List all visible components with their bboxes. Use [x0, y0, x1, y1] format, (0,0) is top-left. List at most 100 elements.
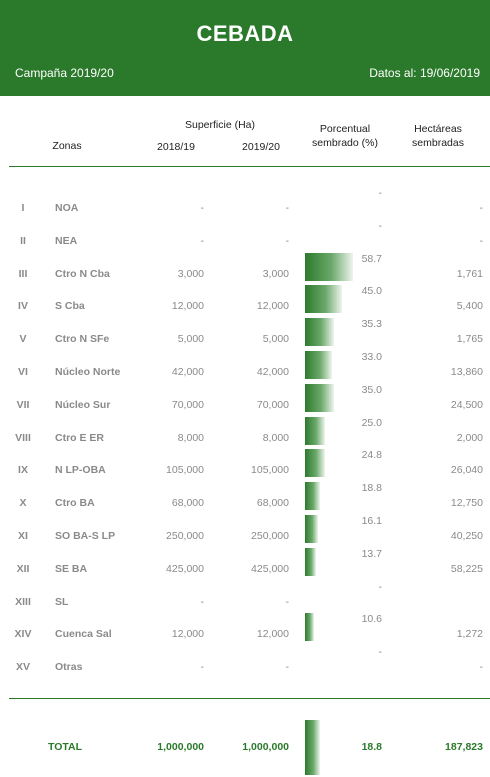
surface-2019-20: 70,000 [256, 398, 289, 411]
zone-name: Ctro N SFe [55, 333, 110, 346]
table-row: XIV Cuenca Sal 12,000 12,000 10.6 1,272 [0, 613, 490, 652]
column-header-porcentual: Porcentual [319, 123, 371, 135]
hectares-sown: 1,761 [456, 267, 483, 280]
percent-bar [305, 383, 334, 412]
table-row: XV Otras - - - - [0, 646, 490, 685]
column-header-2018-19: 2018/19 [157, 141, 195, 153]
zone-number: I [21, 202, 25, 214]
zone-number: XI [18, 530, 28, 542]
column-header-zonas: Zonas [52, 140, 82, 152]
percent-bar [305, 285, 342, 314]
percent-bar [305, 351, 332, 379]
zone-name: Núcleo Norte [55, 366, 121, 378]
table-row: VII Núcleo Sur 70,000 70,000 35.0 24,500 [0, 383, 490, 423]
column-header-sembradas: sembradas [412, 137, 464, 149]
table-row: III Ctro N Cba 3,000 3,000 58.7 1,761 [0, 252, 490, 292]
data-date-label: Datos al: 19/06/2019 [369, 66, 480, 80]
percent-sown: - [378, 187, 383, 199]
table-row: VI Núcleo Norte 42,000 42,000 33.0 13,860 [0, 351, 490, 390]
hectares-sown: 26,040 [450, 464, 483, 477]
hectares-sown: 12,750 [450, 497, 483, 510]
surface-2018-19: - [200, 234, 205, 247]
percent-bar [305, 515, 319, 543]
zone-name: SO BA-S LP [55, 530, 116, 542]
hectares-sown: 1,765 [456, 333, 483, 346]
column-header-superficie: Superficie (Ha) [184, 119, 256, 131]
percent-sown: 16.1 [361, 515, 382, 527]
surface-2018-19: 12,000 [171, 300, 204, 313]
total-percent: 18.8 [361, 741, 382, 753]
zone-number: VII [16, 398, 30, 411]
table-row: V Ctro N SFe 5,000 5,000 35.3 1,765 [0, 318, 490, 357]
header-banner: CEBADA Campaña 2019/20 Datos al: 19/06/2… [0, 0, 490, 96]
surface-2019-20: 5,000 [262, 333, 289, 346]
column-header-2019-20: 2019/20 [242, 141, 280, 153]
percent-bar [305, 252, 353, 281]
header-divider [9, 166, 490, 167]
surface-2018-19: 250,000 [166, 530, 204, 542]
surface-2019-20: 42,000 [256, 366, 289, 378]
zone-number: XII [16, 562, 30, 575]
zone-name: Ctro E ER [55, 431, 105, 444]
zone-name: N LP-OBA [55, 464, 106, 477]
surface-2019-20: - [285, 595, 290, 608]
percent-bar [305, 547, 317, 576]
zone-name: S Cba [55, 300, 85, 313]
zone-name: Otras [55, 661, 83, 674]
percent-bar [305, 482, 321, 511]
surface-2018-19: 8,000 [177, 431, 204, 444]
hectares-sown: - [479, 661, 484, 674]
surface-2018-19: 68,000 [171, 497, 204, 510]
hectares-sown: - [479, 202, 484, 214]
zone-name: Ctro BA [55, 497, 95, 510]
percent-sown: 25.0 [361, 416, 382, 429]
hectares-sown: 5,400 [456, 300, 483, 313]
zone-number: XIII [15, 595, 31, 608]
percent-bar [305, 613, 314, 642]
hectares-sown: 13,860 [450, 366, 483, 378]
hectares-sown: 24,500 [450, 398, 483, 411]
table-row: IX N LP-OBA 105,000 105,000 24.8 26,040 [0, 449, 490, 488]
percent-sown: 45.0 [361, 285, 382, 298]
hectares-sown: 40,250 [450, 530, 483, 542]
table-row: I NOA - - - - [0, 187, 490, 226]
percent-sown: - [378, 646, 383, 659]
surface-2019-20: 12,000 [256, 300, 289, 313]
surface-2019-20: 250,000 [251, 530, 289, 542]
percent-sown: 10.6 [361, 613, 382, 626]
surface-2019-20: - [285, 661, 290, 674]
table-row: X Ctro BA 68,000 68,000 18.8 12,750 [0, 482, 490, 521]
surface-2019-20: 8,000 [262, 431, 289, 444]
zone-number: IX [18, 464, 28, 477]
surface-2019-20: - [285, 234, 290, 247]
zone-name: NOA [55, 202, 79, 214]
zone-name: Cuenca Sal [55, 628, 112, 641]
table-row: XI SO BA-S LP 250,000 250,000 16.1 40,250 [0, 515, 490, 554]
hectares-sown: - [479, 234, 484, 247]
hectares-sown: 2,000 [456, 431, 483, 444]
percent-sown: 13.7 [361, 547, 382, 560]
hectares-sown: 1,272 [456, 628, 483, 641]
surface-2018-19: 12,000 [171, 628, 204, 641]
percent-bar [305, 449, 326, 478]
percent-sown: - [378, 580, 383, 593]
surface-2019-20: 68,000 [256, 497, 289, 510]
surface-2019-20: 12,000 [256, 628, 289, 641]
surface-2018-19: 42,000 [171, 366, 204, 378]
surface-2019-20: 105,000 [251, 464, 289, 477]
zone-number: VIII [15, 431, 31, 444]
total-2019-20: 1,000,000 [242, 741, 289, 753]
column-header-hectareas: Hectáreas [414, 123, 462, 135]
total-label: TOTAL [48, 741, 83, 753]
percent-sown: 18.8 [361, 482, 382, 495]
campaign-label: Campaña 2019/20 [15, 66, 114, 80]
surface-2018-19: - [200, 661, 205, 674]
surface-2018-19: 70,000 [171, 398, 204, 411]
total-divider [9, 698, 490, 699]
surface-2019-20: 425,000 [251, 562, 289, 575]
table-row: XII SE BA 425,000 425,000 13.7 58,225 [0, 547, 490, 587]
zone-number: V [19, 333, 27, 346]
percent-bar [305, 416, 326, 445]
percent-sown: 35.3 [361, 318, 382, 331]
zone-number: III [18, 267, 28, 280]
